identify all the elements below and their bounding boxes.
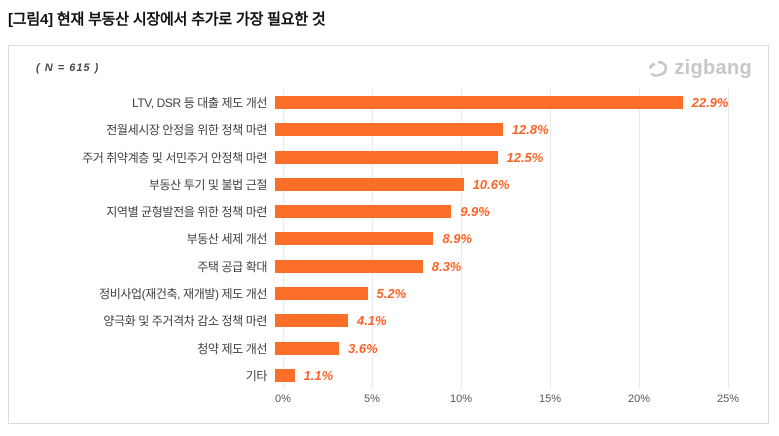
x-axis-tick: 0% xyxy=(275,393,291,405)
category-label: 정비사업(재건축, 재개발) 제도 개선 xyxy=(99,286,267,301)
gridline xyxy=(639,89,640,389)
value-label: 12.8% xyxy=(511,122,549,138)
x-axis-tick: 10% xyxy=(449,393,473,405)
bar xyxy=(275,177,464,191)
bar xyxy=(275,286,368,300)
x-axis-tick: 5% xyxy=(364,393,380,405)
bar xyxy=(275,314,348,328)
bar xyxy=(275,150,498,164)
category-label: 부동산 투기 및 불법 근절 xyxy=(148,177,268,192)
bar xyxy=(275,205,452,219)
bar-row: 청약 제도 개선 3.6% xyxy=(9,334,770,361)
bar-rows: LTV, DSR 등 대출 제도 개선 22.9% 전월세시장 안정을 위한 정… xyxy=(9,89,770,389)
category-label: 기타 xyxy=(245,368,268,383)
value-label: 4.1% xyxy=(356,313,387,329)
category-label: 양극화 및 주거격차 감소 정책 마련 xyxy=(103,314,267,329)
value-label: 3.6% xyxy=(348,340,378,356)
gridline xyxy=(461,89,462,389)
value-label: 8.3% xyxy=(431,258,462,274)
bar xyxy=(275,232,434,246)
value-label: 8.9% xyxy=(442,231,473,247)
category-label: 주택 공급 확대 xyxy=(197,259,267,274)
x-axis-tick: 25% xyxy=(716,393,740,405)
category-label: 지역별 균형발전을 위한 정책 마련 xyxy=(106,205,267,220)
bar-row: 부동산 세제 개선 8.9% xyxy=(9,225,770,252)
bar-row: 정비사업(재건축, 재개발) 제도 개선 5.2% xyxy=(9,280,770,307)
bar-row: 지역별 균형발전을 위한 정책 마련 9.9% xyxy=(9,198,770,225)
page-title: [그림4] 현재 부동산 시장에서 추가로 가장 필요한 것 xyxy=(8,11,326,28)
value-label: 5.2% xyxy=(376,285,407,301)
value-label: 9.9% xyxy=(460,204,490,220)
x-axis-tick: 15% xyxy=(538,393,562,405)
category-label: 부동산 세제 개선 xyxy=(186,232,268,247)
category-label: 주거 취약계층 및 서민주거 안정책 마련 xyxy=(82,150,267,165)
bar-row: 기타 1.1% xyxy=(9,362,770,389)
chart-panel: ( N = 615 ) zigbang LTV, DSR 등 대출 제도 개선 … xyxy=(8,45,769,424)
bar xyxy=(275,259,423,273)
bar-row: LTV, DSR 등 대출 제도 개선 22.9% xyxy=(9,89,770,116)
bar-row: 전월세시장 안정을 위한 정책 마련 12.8% xyxy=(9,116,770,143)
gridline xyxy=(550,89,551,389)
value-label: 22.9% xyxy=(691,95,729,111)
category-label: LTV, DSR 등 대출 제도 개선 xyxy=(131,96,267,111)
value-label: 1.1% xyxy=(303,367,334,383)
bar xyxy=(275,123,503,137)
bar-row: 부동산 투기 및 불법 근절 10.6% xyxy=(9,171,770,198)
zigbang-logo-icon xyxy=(647,59,669,79)
value-label: 12.5% xyxy=(506,149,544,165)
bar-row: 주거 취약계층 및 서민주거 안정책 마련 12.5% xyxy=(9,144,770,171)
plot-area: LTV, DSR 등 대출 제도 개선 22.9% 전월세시장 안정을 위한 정… xyxy=(9,89,770,389)
value-label: 10.6% xyxy=(472,176,510,192)
bar xyxy=(275,368,295,382)
bar-row: 양극화 및 주거격차 감소 정책 마련 4.1% xyxy=(9,307,770,334)
brand-logo-text: zigbang xyxy=(674,57,752,79)
bar xyxy=(275,341,340,355)
x-axis-tick: 20% xyxy=(627,393,651,405)
category-label: 청약 제도 개선 xyxy=(197,341,267,356)
x-axis: 0% 5% 10% 15% 20% 25% xyxy=(9,393,770,409)
category-label: 전월세시장 안정을 위한 정책 마련 xyxy=(106,123,267,138)
bar xyxy=(275,96,683,110)
sample-size-label: ( N = 615 ) xyxy=(36,62,100,74)
bar-row: 주택 공급 확대 8.3% xyxy=(9,253,770,280)
gridline xyxy=(728,89,729,389)
brand-logo: zigbang xyxy=(647,57,752,80)
